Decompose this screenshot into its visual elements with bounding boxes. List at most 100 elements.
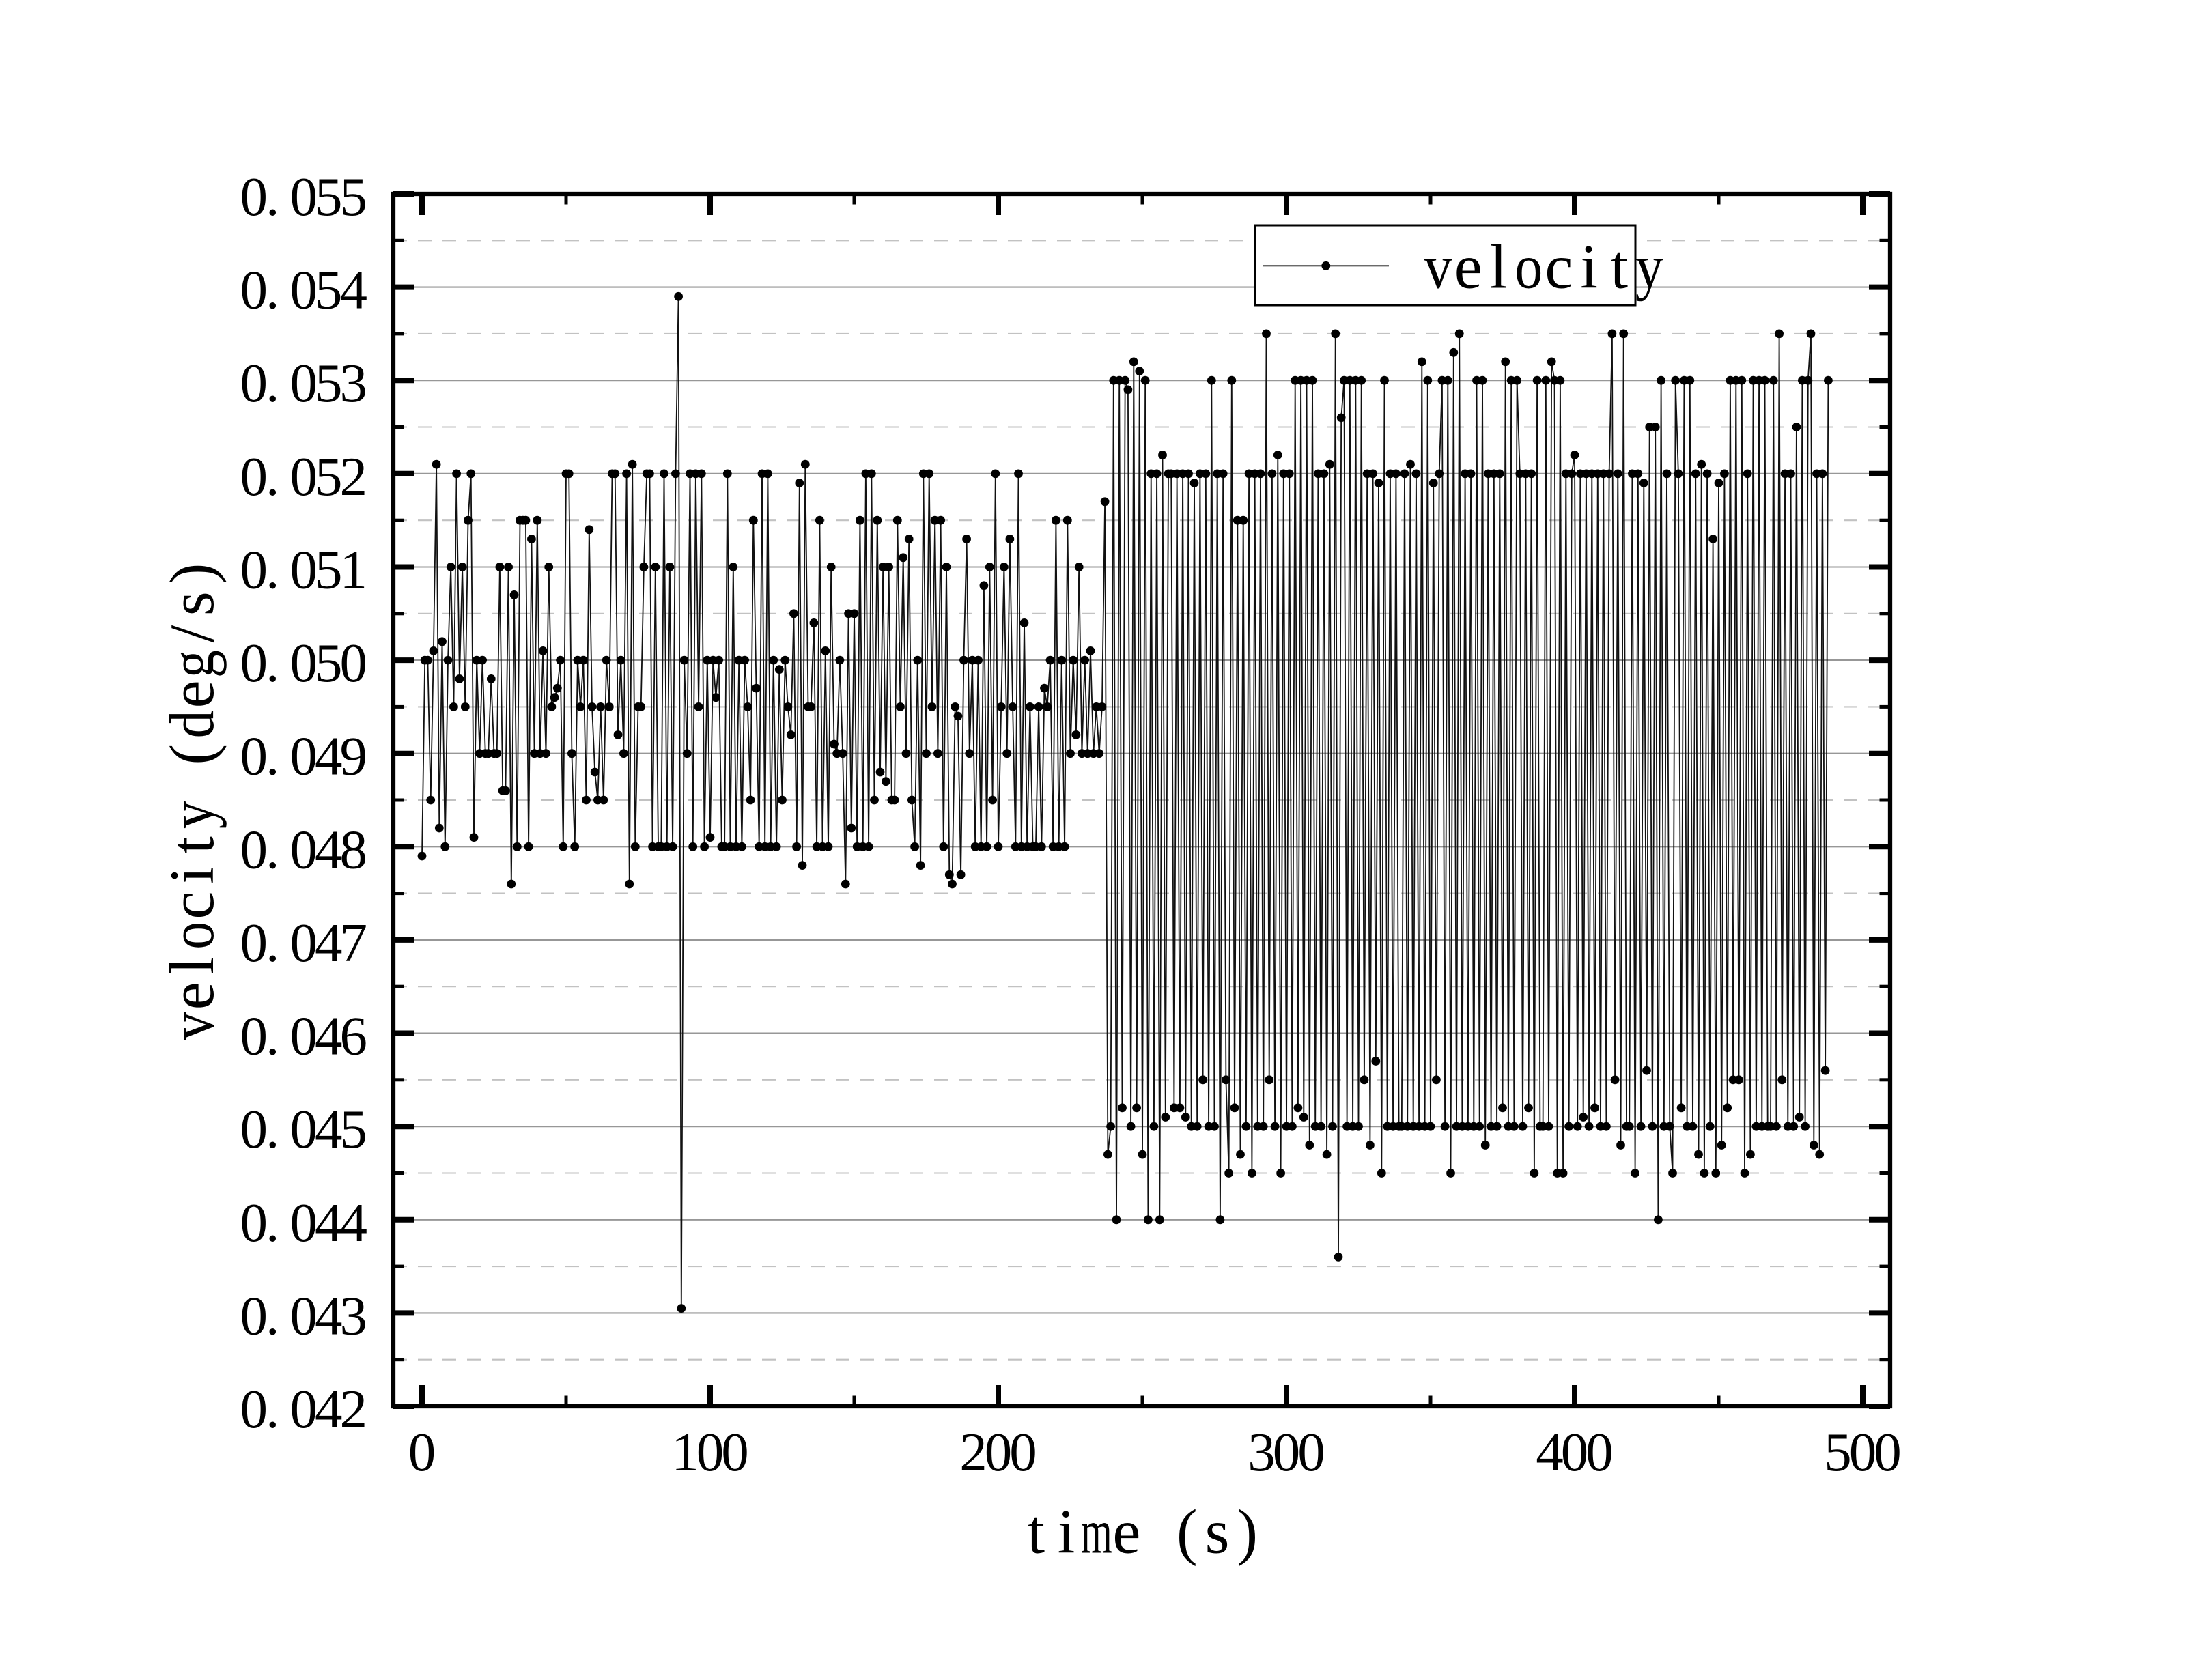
svg-text:0: 0 [290,539,318,601]
svg-text:0: 0 [290,818,318,880]
svg-text:9: 9 [340,726,368,787]
svg-text:s: s [1205,1497,1230,1567]
svg-text:1: 1 [340,539,368,601]
svg-text:0: 0 [240,1285,268,1346]
svg-text:5: 5 [340,166,368,227]
svg-text:3: 3 [1248,1421,1276,1483]
svg-text:5: 5 [315,446,343,507]
svg-text:0: 0 [240,1006,268,1067]
svg-text:0: 0 [985,1421,1013,1483]
svg-text:5: 5 [315,259,343,321]
svg-text:l: l [1490,232,1508,302]
svg-text:5: 5 [340,1098,368,1160]
svg-text:7: 7 [340,912,368,973]
svg-text:0: 0 [240,726,268,787]
svg-text:0: 0 [240,818,268,880]
svg-text:v: v [1424,232,1452,302]
svg-text:t: t [1611,232,1629,302]
svg-text:4: 4 [315,1192,343,1253]
svg-text:0: 0 [721,1421,749,1483]
svg-text:0: 0 [1586,1421,1614,1483]
svg-text:0: 0 [1849,1421,1877,1483]
svg-text:.: . [266,259,279,321]
svg-text:4: 4 [1536,1421,1564,1483]
svg-text:5: 5 [315,632,343,694]
svg-text:e: e [157,982,227,1010]
svg-text:2: 2 [340,1378,368,1440]
svg-text:0: 0 [290,726,318,787]
svg-text:2: 2 [959,1421,987,1483]
svg-text:e: e [1454,232,1482,302]
svg-text:0: 0 [1874,1421,1902,1483]
svg-text:e: e [157,680,227,708]
svg-text:5: 5 [315,539,343,601]
svg-text:g: g [157,650,227,678]
svg-text:0: 0 [290,1285,318,1346]
svg-text:0: 0 [290,259,318,321]
svg-text:6: 6 [340,1006,368,1067]
svg-text:): ) [1237,1497,1258,1567]
svg-text:i: i [157,866,227,884]
svg-text:(: ( [1177,1497,1198,1567]
svg-text:(: ( [157,744,227,765]
svg-text:.: . [266,352,279,414]
svg-text:0: 0 [240,1378,268,1440]
svg-text:4: 4 [340,259,368,321]
svg-text:/: / [157,625,227,642]
svg-text:0: 0 [240,1192,268,1253]
svg-text:3: 3 [340,1285,368,1346]
svg-text:): ) [157,563,227,584]
svg-text:5: 5 [315,352,343,414]
svg-text:0: 0 [1009,1421,1037,1483]
svg-text:4: 4 [315,818,343,880]
svg-text:0: 0 [290,1098,318,1160]
svg-text:3: 3 [340,352,368,414]
svg-text:.: . [266,818,279,880]
svg-text:0: 0 [340,632,368,694]
svg-text:i: i [1580,232,1598,302]
svg-text:4: 4 [340,1192,368,1253]
svg-text:v: v [157,1012,227,1040]
svg-text:.: . [266,1098,279,1160]
svg-text:i: i [1058,1497,1075,1567]
svg-text:0: 0 [290,166,318,227]
svg-text:m: m [1081,1497,1112,1567]
svg-text:4: 4 [315,1098,343,1160]
svg-text:o: o [1515,232,1543,302]
svg-text:.: . [266,1006,279,1067]
svg-text:0: 0 [240,539,268,601]
svg-text:s: s [157,591,227,616]
svg-text:l: l [157,957,227,975]
svg-text:c: c [1545,232,1573,302]
svg-text:0: 0 [408,1421,436,1483]
svg-text:0: 0 [240,1098,268,1160]
svg-text:e: e [1112,1497,1140,1567]
svg-text:1: 1 [671,1421,699,1483]
svg-text:0: 0 [290,1006,318,1067]
svg-text:o: o [157,922,227,950]
svg-text:8: 8 [340,818,368,880]
svg-text:0: 0 [1273,1421,1301,1483]
svg-text:5: 5 [315,166,343,227]
svg-text:5: 5 [1824,1421,1852,1483]
svg-text:.: . [266,539,279,601]
svg-text:0: 0 [696,1421,724,1483]
svg-text:.: . [266,166,279,227]
svg-text:.: . [266,446,279,507]
svg-text:.: . [266,1378,279,1440]
svg-text:0: 0 [240,352,268,414]
svg-text:.: . [266,1192,279,1253]
svg-text:0: 0 [290,446,318,507]
svg-text:c: c [157,892,227,920]
svg-text:4: 4 [315,726,343,787]
svg-text:0: 0 [1561,1421,1589,1483]
svg-text:0: 0 [290,352,318,414]
svg-text:d: d [157,711,227,739]
svg-text:0: 0 [240,632,268,694]
svg-text:.: . [266,1285,279,1346]
svg-text:0: 0 [240,912,268,973]
svg-text:0: 0 [240,166,268,227]
svg-text:0: 0 [1297,1421,1325,1483]
svg-text:0: 0 [290,1192,318,1253]
svg-text:0: 0 [290,912,318,973]
